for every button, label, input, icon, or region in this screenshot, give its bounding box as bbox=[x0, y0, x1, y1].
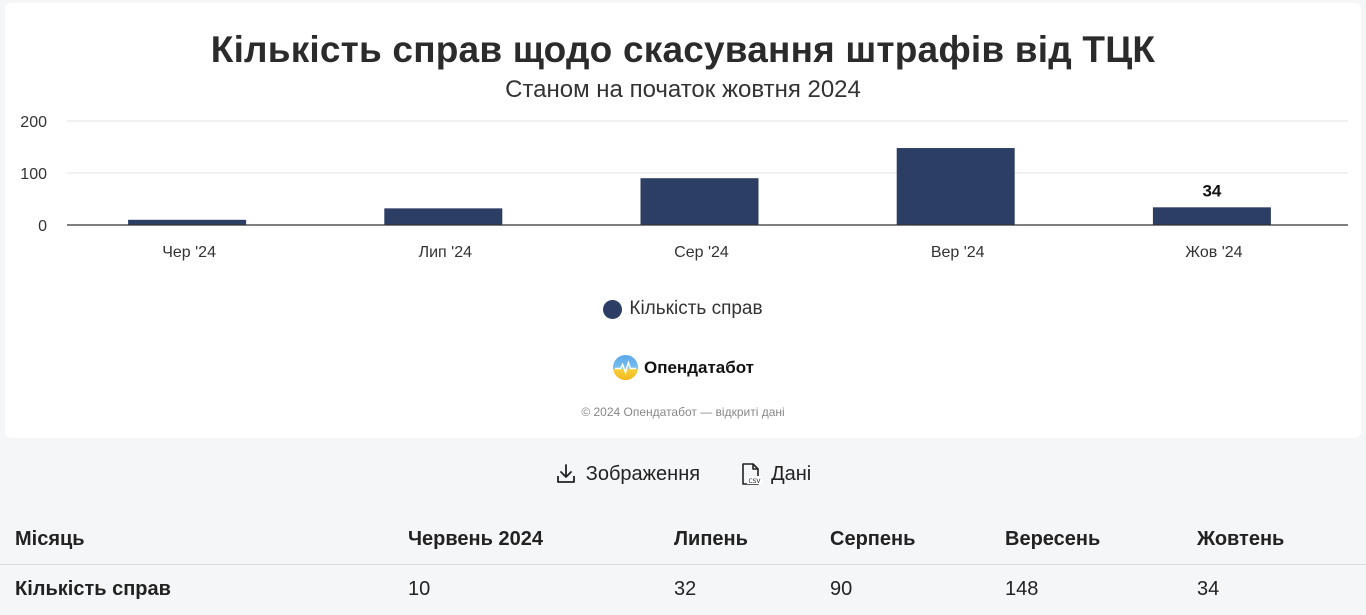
table-header-cell: Жовтень bbox=[1182, 515, 1366, 565]
opendatabot-logo-icon bbox=[612, 354, 639, 381]
table-cell: 90 bbox=[830, 578, 853, 601]
brand-name: Опендатабот bbox=[643, 357, 755, 377]
bar bbox=[896, 148, 1015, 225]
download-bar: Зображення CSV Дані bbox=[0, 462, 1366, 486]
bar bbox=[128, 219, 247, 225]
x-tick-label: Лип '24 bbox=[419, 244, 473, 261]
csv-file-icon: CSV bbox=[742, 463, 763, 485]
y-tick-label: 200 bbox=[20, 114, 47, 131]
chart-title: Кількість справ щодо скасування штрафів … bbox=[210, 29, 1156, 70]
bar-chart: 0 100 200 Чер '24 Лип '24 Сер '24 Вер '24 Жов '… bbox=[20, 114, 1348, 261]
legend-marker bbox=[603, 299, 623, 319]
table-header-cell: Червень 2024 bbox=[393, 515, 659, 565]
x-tick-label: Жов '24 bbox=[1185, 244, 1242, 261]
svg-text:CSV: CSV bbox=[749, 478, 762, 485]
download-icon bbox=[556, 464, 575, 483]
copyright-text: © 2024 Опендатабот — відкриті дані bbox=[581, 405, 785, 419]
brand-logo-block[interactable]: Опендатабот bbox=[5, 354, 1361, 381]
download-data-label: Дані bbox=[771, 462, 812, 485]
table-header-cell: Липень bbox=[659, 515, 815, 565]
bar bbox=[640, 178, 759, 225]
y-tick-label: 0 bbox=[38, 218, 47, 235]
x-tick-label: Чер '24 bbox=[162, 244, 216, 261]
data-table: Місяць Червень 2024 Липень Серпень Верес… bbox=[0, 515, 1366, 615]
table-header-cell: Місяць bbox=[0, 515, 393, 565]
table-cell: 32 bbox=[674, 578, 697, 601]
download-data-button[interactable]: CSV Дані bbox=[740, 462, 811, 486]
x-tick-label: Вер '24 bbox=[931, 244, 985, 261]
legend-label: Кількість справ bbox=[629, 298, 763, 319]
table-header-row: Місяць Червень 2024 Липень Серпень Верес… bbox=[0, 515, 1366, 565]
y-tick-label: 100 bbox=[20, 166, 47, 183]
download-image-label: Зображення bbox=[585, 462, 701, 485]
x-tick-label: Сер '24 bbox=[674, 244, 729, 261]
table-cell: 148 bbox=[1005, 578, 1039, 601]
bar bbox=[384, 208, 503, 225]
chart-card: Кількість справ щодо скасування штрафів … bbox=[5, 3, 1361, 438]
table-row: Кількість справ 10 32 90 148 34 bbox=[0, 564, 1366, 615]
table-cell: 10 bbox=[408, 578, 431, 601]
table-row-label: Кількість справ bbox=[15, 578, 171, 601]
data-label: 34 bbox=[1202, 181, 1221, 200]
table-cell: 34 bbox=[1197, 578, 1220, 601]
table-header-cell: Серпень bbox=[815, 515, 990, 565]
download-image-button[interactable]: Зображення bbox=[555, 462, 700, 486]
table-header-cell: Вересень bbox=[990, 515, 1182, 565]
bar bbox=[1152, 207, 1271, 225]
chart-legend[interactable]: Кількість справ bbox=[5, 298, 1361, 320]
chart-subtitle: Станом на початок жовтня 2024 bbox=[505, 76, 861, 103]
